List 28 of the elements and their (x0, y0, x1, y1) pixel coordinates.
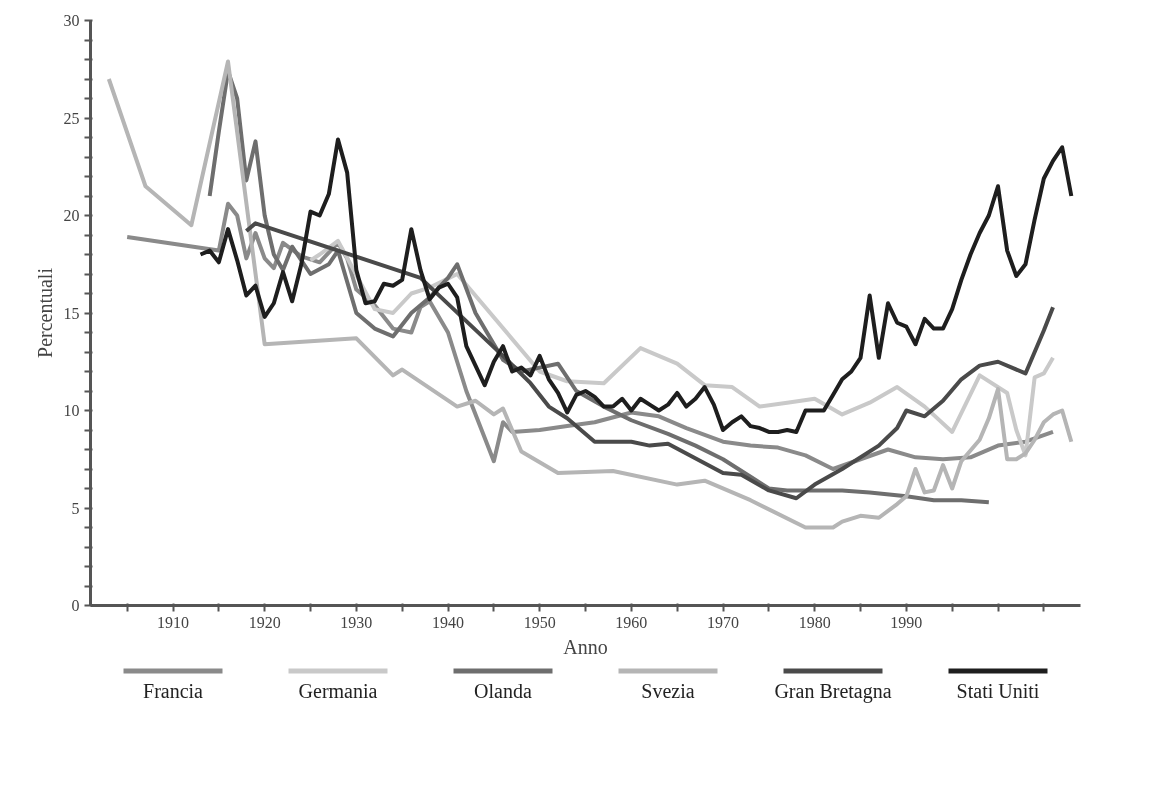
x-tick-label: 1990 (890, 613, 923, 631)
legend-label: Germania (298, 680, 378, 703)
y-tick-label: 5 (71, 499, 80, 517)
line-series (198, 137, 1074, 434)
y-tick-label: 15 (63, 304, 80, 322)
x-axis-title: Anno (563, 635, 608, 658)
y-axis-title: Percentuali (33, 267, 56, 358)
y-tick-label: 0 (71, 597, 80, 614)
x-tick-label: 1930 (340, 613, 373, 631)
legend-label: Gran Bretagna (774, 680, 892, 704)
x-tick-label: 1920 (248, 613, 281, 631)
line-series (106, 59, 1074, 530)
y-tick-label: 20 (63, 207, 80, 224)
x-tick-label: 1960 (615, 613, 648, 631)
legend-label: Svezia (641, 680, 695, 703)
x-tick-label: 1980 (798, 613, 831, 631)
line-series (308, 238, 1055, 458)
legend-label: Stati Uniti (956, 680, 1040, 703)
x-tick-label: 1940 (432, 613, 464, 631)
legend-label: Olanda (474, 680, 532, 703)
x-tick-label: 1950 (523, 613, 556, 631)
y-tick-label: 30 (63, 12, 80, 29)
x-tick-label: 1910 (157, 613, 189, 631)
line-series (244, 221, 1055, 501)
x-tick-label: 1970 (707, 613, 739, 631)
y-tick-label: 25 (63, 109, 80, 127)
y-tick-label: 10 (63, 402, 80, 419)
legend-label: Francia (143, 680, 204, 703)
